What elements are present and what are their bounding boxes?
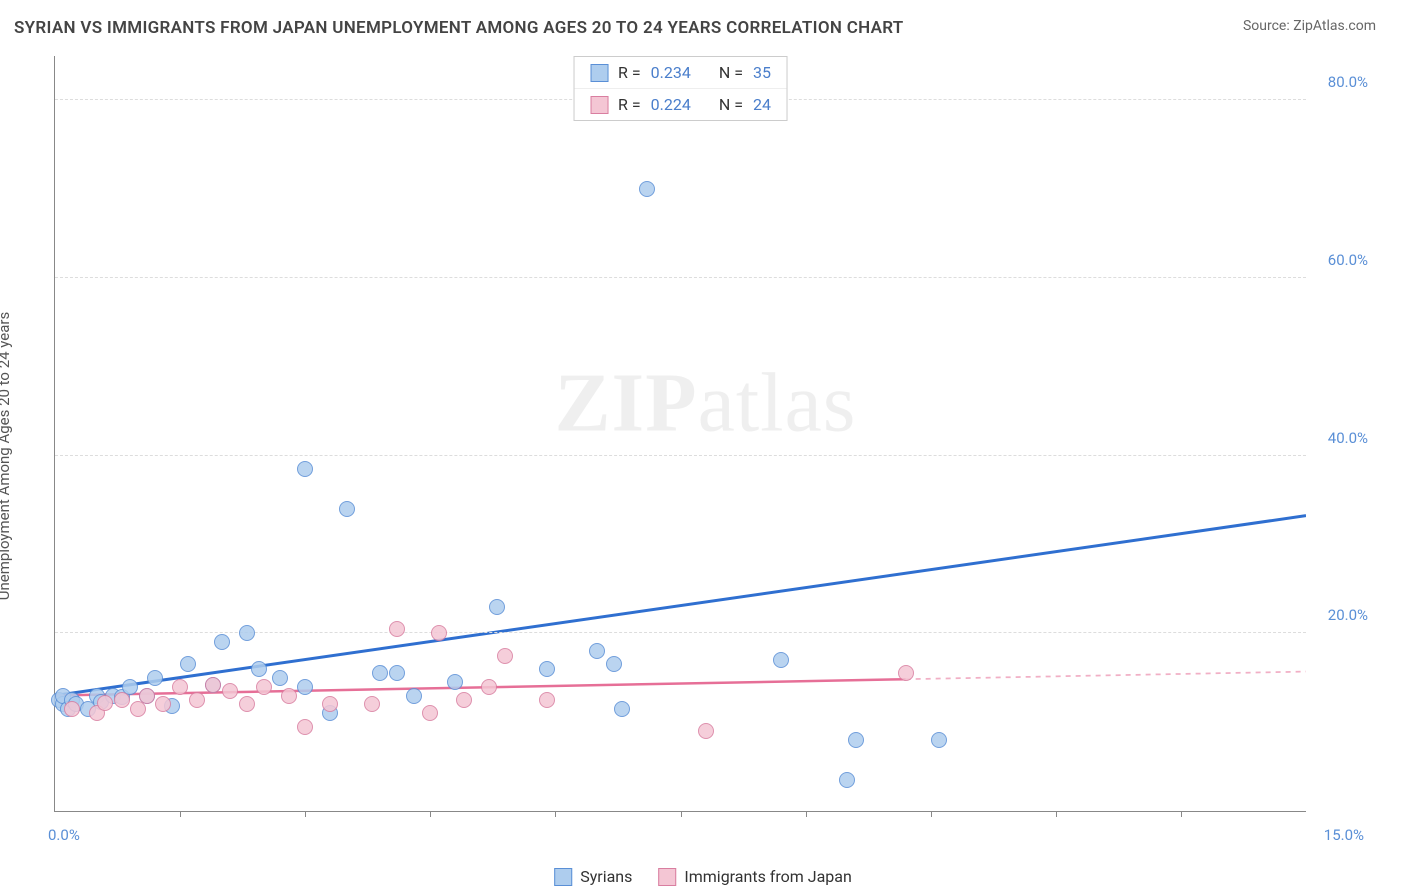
legend-item: Immigrants from Japan [658, 867, 851, 886]
x-tick [806, 811, 807, 817]
scatter-point [489, 599, 505, 615]
x-tick [1056, 811, 1057, 817]
n-label: N = [719, 95, 743, 114]
chart-area: Unemployment Among Ages 20 to 24 years Z… [14, 48, 1376, 846]
scatter-point [281, 688, 297, 704]
legend-swatch [554, 868, 572, 886]
scatter-point [256, 679, 272, 695]
scatter-point [147, 670, 163, 686]
y-tick-label: 40.0% [1328, 429, 1368, 447]
scatter-point [272, 670, 288, 686]
scatter-point [222, 683, 238, 699]
n-value: 35 [753, 63, 771, 82]
x-axis-min: 0.0% [48, 826, 80, 844]
scatter-point [251, 661, 267, 677]
x-tick [1181, 811, 1182, 817]
r-value: 0.224 [651, 95, 691, 114]
chart-title: SYRIAN VS IMMIGRANTS FROM JAPAN UNEMPLOY… [14, 18, 904, 38]
scatter-point [180, 656, 196, 672]
x-axis-max: 15.0% [1324, 826, 1364, 844]
scatter-point [239, 696, 255, 712]
scatter-point [297, 719, 313, 735]
legend-swatch [658, 868, 676, 886]
legend-top-row: R = 0.234 N = 35 [574, 57, 787, 88]
y-tick-label: 80.0% [1328, 73, 1368, 91]
scatter-point [189, 692, 205, 708]
scatter-point [431, 625, 447, 641]
legend-swatch [590, 96, 608, 114]
x-tick [555, 811, 556, 817]
legend-top-row: R = 0.224 N = 24 [574, 88, 787, 120]
series-legend: Syrians Immigrants from Japan [554, 867, 852, 886]
r-label: R = [618, 63, 641, 82]
scatter-point [539, 692, 555, 708]
n-label: N = [719, 63, 743, 82]
scatter-point [322, 696, 338, 712]
scatter-point [239, 625, 255, 641]
scatter-point [139, 688, 155, 704]
y-axis-label: Unemployment Among Ages 20 to 24 years [0, 312, 13, 600]
scatter-point [589, 643, 605, 659]
r-label: R = [618, 95, 641, 114]
x-tick [430, 811, 431, 817]
scatter-point [931, 732, 947, 748]
scatter-point [539, 661, 555, 677]
scatter-point [773, 652, 789, 668]
x-tick [931, 811, 932, 817]
scatter-point [389, 621, 405, 637]
scatter-point [372, 665, 388, 681]
chart-header: SYRIAN VS IMMIGRANTS FROM JAPAN UNEMPLOY… [0, 0, 1406, 48]
scatter-point [114, 692, 130, 708]
scatter-point [214, 634, 230, 650]
legend-label: Immigrants from Japan [684, 867, 851, 886]
r-value: 0.234 [651, 63, 691, 82]
scatter-point [639, 181, 655, 197]
scatter-point [364, 696, 380, 712]
scatter-point [406, 688, 422, 704]
scatter-point [839, 772, 855, 788]
scatter-point [172, 679, 188, 695]
gridline [55, 455, 1306, 456]
scatter-point [447, 674, 463, 690]
scatter-point [205, 677, 221, 693]
scatter-point [848, 732, 864, 748]
x-tick [180, 811, 181, 817]
scatter-point [606, 656, 622, 672]
watermark: ZIPatlas [555, 355, 857, 452]
scatter-point [422, 705, 438, 721]
scatter-point [297, 461, 313, 477]
scatter-point [297, 679, 313, 695]
scatter-point [481, 679, 497, 695]
scatter-point [155, 696, 171, 712]
scatter-point [389, 665, 405, 681]
n-value: 24 [753, 95, 771, 114]
correlation-legend: R = 0.234 N = 35 R = 0.224 N = 24 [573, 56, 788, 121]
scatter-point [898, 665, 914, 681]
x-tick [681, 811, 682, 817]
x-tick [305, 811, 306, 817]
watermark-light: atlas [698, 357, 857, 450]
watermark-bold: ZIP [555, 357, 698, 450]
y-tick-label: 20.0% [1328, 606, 1368, 624]
y-tick-label: 60.0% [1328, 251, 1368, 269]
scatter-point [97, 695, 113, 711]
scatter-point [339, 501, 355, 517]
scatter-point [614, 701, 630, 717]
legend-label: Syrians [580, 867, 632, 886]
scatter-point [497, 648, 513, 664]
scatter-point [64, 701, 80, 717]
legend-item: Syrians [554, 867, 632, 886]
gridline [55, 277, 1306, 278]
scatter-point [456, 692, 472, 708]
chart-source: Source: ZipAtlas.com [1243, 18, 1376, 34]
scatter-point [698, 723, 714, 739]
scatter-plot: ZIPatlas R = 0.234 N = 35 R = 0.224 N = … [54, 56, 1306, 812]
legend-swatch [590, 64, 608, 82]
